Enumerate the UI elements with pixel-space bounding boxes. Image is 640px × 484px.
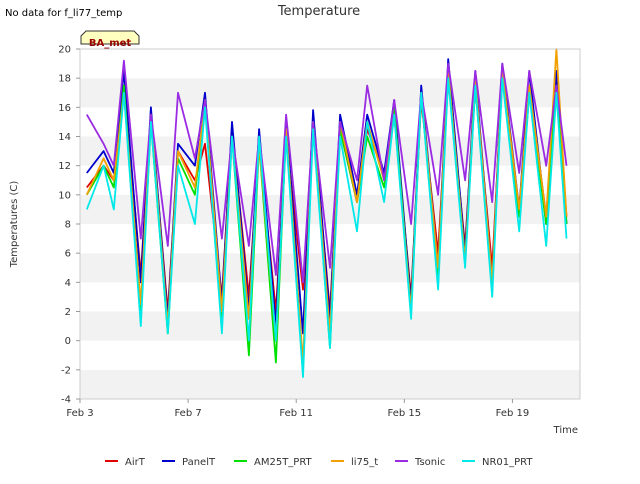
legend: AirT PanelT AM25T_PRT li75_t Tsonic NR01_PRT: [105, 457, 533, 468]
y-tick-label: 16: [58, 103, 71, 114]
y-tick-label: 2: [65, 307, 71, 318]
legend-label: AM25T_PRT: [254, 457, 313, 468]
y-tick-label: 18: [58, 74, 71, 85]
y-tick-label: 10: [58, 190, 71, 201]
y-tick-label: 0: [65, 336, 71, 347]
y-axis: -4 -2 0 2 4 6 8 10 12 14 16 18 20: [58, 45, 80, 406]
y-tick-label: 8: [65, 220, 71, 231]
y-tick-label: 12: [58, 161, 71, 172]
y-tick-label: -4: [61, 395, 71, 406]
y-tick-label: 20: [58, 45, 71, 56]
grid-band: [80, 194, 580, 224]
y-tick-label: 6: [65, 249, 71, 260]
grid-band: [80, 107, 580, 137]
series-line-tsonic: [86, 59, 568, 284]
x-tick-label: Feb 15: [388, 408, 422, 419]
y-tick-label: -2: [61, 365, 71, 376]
y-axis-label: Temperatures (C): [9, 181, 20, 269]
grid-band: [80, 224, 580, 254]
series-line-nr01-prt: [85, 77, 568, 379]
grid-band: [80, 49, 580, 79]
x-axis-label: Time: [553, 425, 578, 436]
site-tag: BA_met: [80, 30, 140, 49]
legend-label: li75_t: [351, 457, 378, 468]
legend-label: AirT: [125, 457, 146, 468]
legend-label: PanelT: [182, 457, 216, 468]
x-tick-label: Feb 11: [279, 408, 313, 419]
chart-title: Temperature: [277, 4, 360, 19]
x-axis: Feb 3 Feb 7 Feb 11 Feb 15 Feb 19: [66, 399, 529, 419]
site-tag-label: BA_met: [89, 38, 132, 49]
x-tick-label: Feb 19: [496, 408, 530, 419]
y-tick-label: 4: [65, 278, 71, 289]
no-data-note: No data for f_li77_temp: [5, 8, 123, 19]
x-tick-label: Feb 3: [66, 408, 93, 419]
x-tick-label: Feb 7: [174, 408, 201, 419]
legend-label: Tsonic: [414, 457, 445, 468]
series-lines: [85, 48, 568, 379]
grid-band: [80, 369, 580, 399]
grid-band: [80, 78, 580, 108]
y-tick-label: 14: [58, 132, 71, 143]
legend-label: NR01_PRT: [482, 457, 533, 468]
